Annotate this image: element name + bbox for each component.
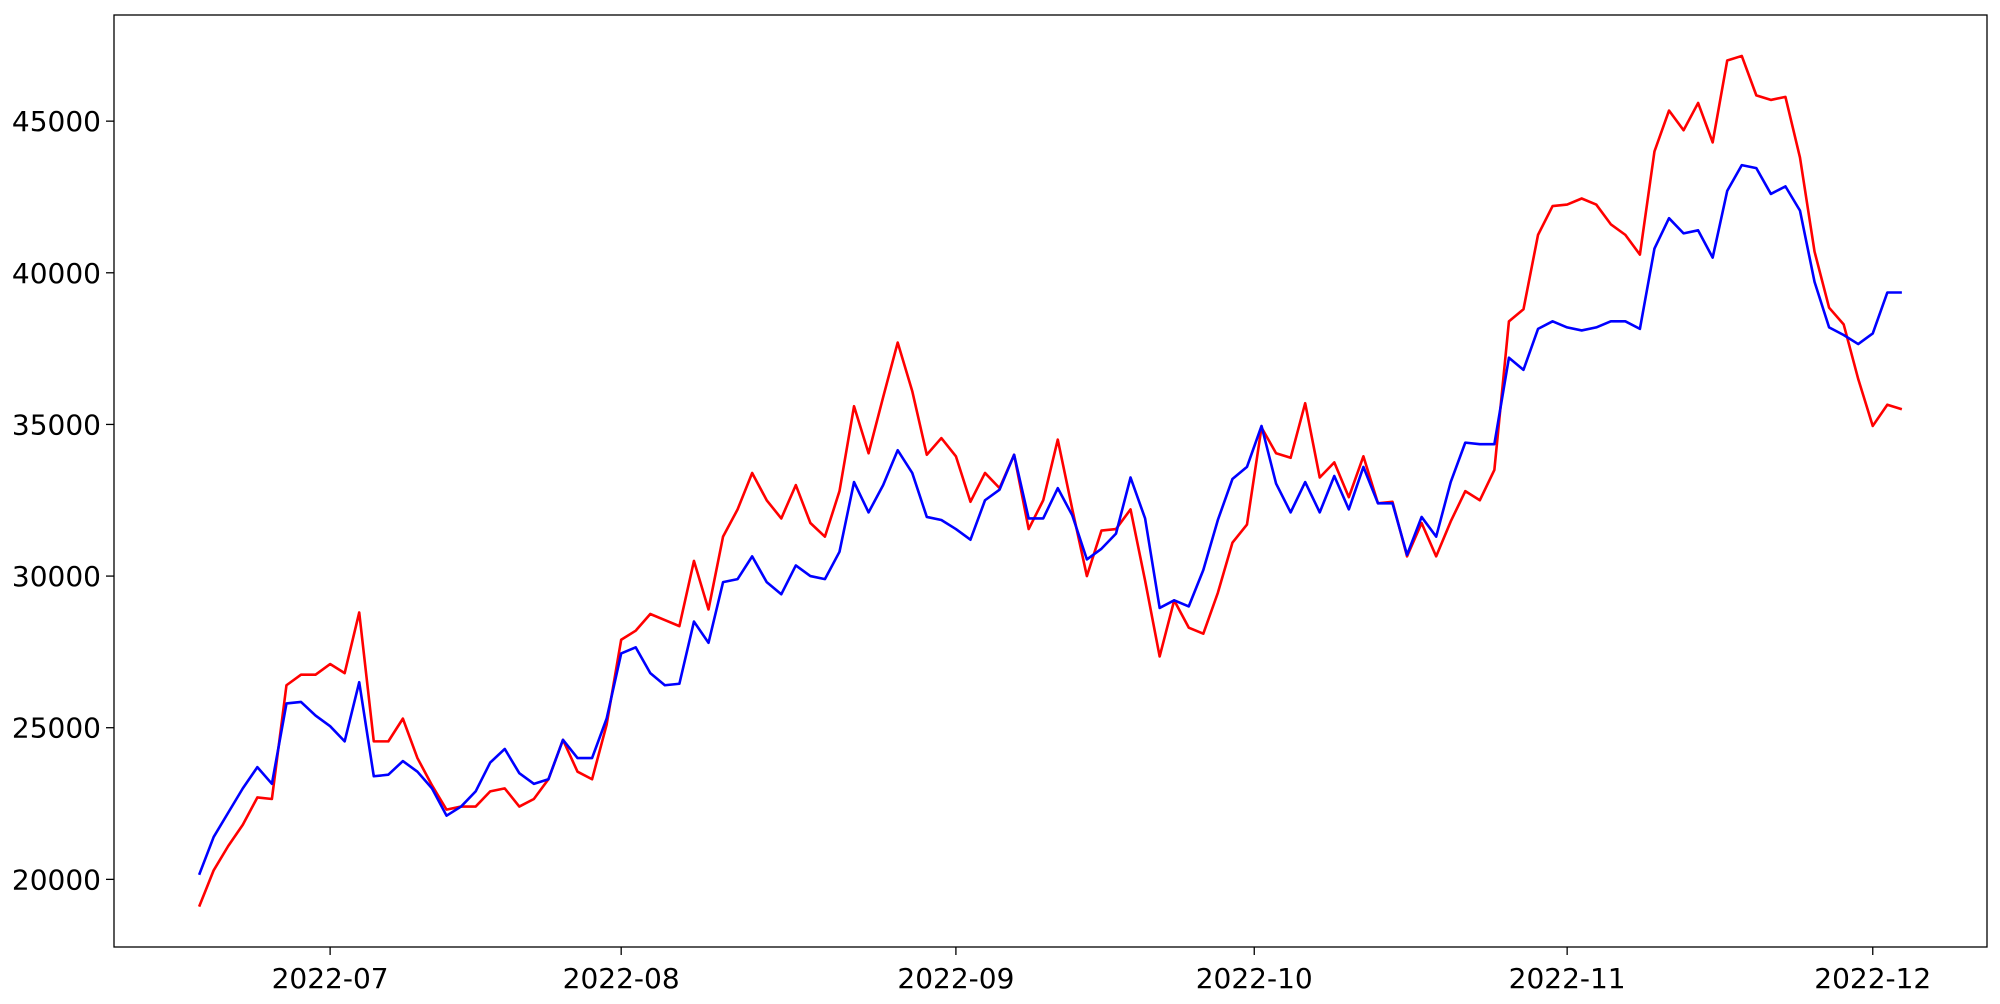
plot-frame: [113, 14, 1988, 948]
x-tick-label: 2022-07: [272, 962, 389, 995]
line-series: [197, 54, 1903, 908]
x-tick-label: 2022-10: [1196, 962, 1313, 995]
y-tick-label: 25000: [12, 712, 101, 745]
y-tick-label: 35000: [12, 408, 101, 441]
line-series: [197, 163, 1902, 876]
x-tick-label: 2022-12: [1814, 962, 1931, 995]
y-tick-label: 30000: [12, 560, 101, 593]
y-tick-label: 20000: [12, 863, 101, 896]
x-tick-label: 2022-09: [897, 962, 1014, 995]
y-tick-label: 45000: [12, 105, 101, 138]
y-tick-label: 40000: [12, 257, 101, 290]
x-tick-label: 2022-11: [1509, 962, 1626, 995]
x-tick-label: 2022-08: [563, 962, 680, 995]
